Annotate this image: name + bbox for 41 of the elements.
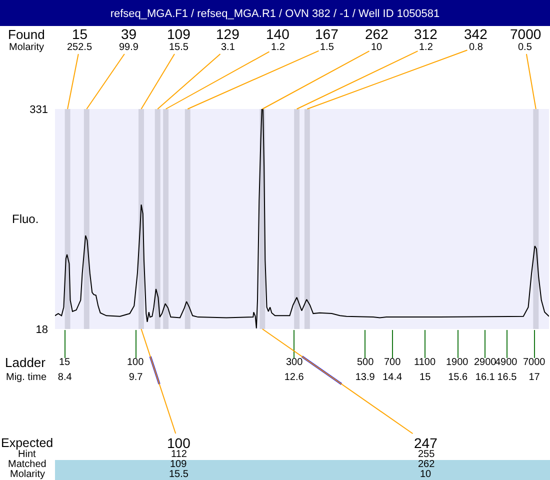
y-tick-label: 331: [30, 104, 48, 116]
annotation: 312 1.2: [414, 26, 438, 53]
text: 7000: [523, 357, 546, 368]
y-axis-title: Fluo.: [12, 212, 39, 226]
x-tick-label: 15: [420, 372, 432, 383]
annotation: 100 112 109 15.5: [167, 435, 191, 480]
annotation: 167 1.5: [315, 26, 339, 53]
annotation: 15 252.5: [67, 26, 92, 53]
text: 700: [384, 357, 402, 368]
y-tick-label: 18: [36, 324, 48, 336]
x-tick-label: 16.5: [497, 372, 518, 383]
annotation: 39 99.9: [119, 26, 139, 53]
text: Found Molarity: [8, 27, 45, 53]
text: 1900: [446, 357, 469, 368]
line-series: [55, 109, 549, 329]
text: 1100: [414, 357, 436, 368]
text: Expected Hint Matched Molarity: [1, 436, 54, 480]
x-tick-label: 12.6: [284, 372, 304, 383]
x-tick-label: 8.4: [58, 372, 72, 383]
annotation: 129 3.1: [216, 26, 240, 53]
x-tick-label: 16.1: [475, 372, 496, 383]
annotation: 247 255 262 10: [414, 435, 438, 480]
annotation: 140 1.2: [266, 26, 290, 53]
text: 300: [286, 357, 304, 368]
text: 4900: [495, 357, 518, 368]
x-axis-title: Mig. time: [6, 372, 47, 383]
x-tick-label: 15.6: [448, 372, 468, 383]
x-tick-label: 17: [528, 372, 540, 383]
annotation: 262 10: [365, 26, 389, 53]
x-tick-label: 13.9: [355, 372, 376, 383]
chart-title: refseq_MGA.F1 / refseq_MGA.R1 / OVN 382 / -1 / Well ID 1050581: [110, 8, 440, 20]
annotation: 109 15.5: [167, 26, 191, 53]
text: Ladder: [5, 355, 46, 370]
text: 500: [357, 357, 374, 368]
annotation: 342 0.8: [464, 26, 488, 53]
text: 2900: [474, 357, 497, 368]
x-tick-label: 14.4: [382, 372, 403, 383]
text: 100: [127, 357, 144, 368]
annotation: 7000 0.5: [510, 26, 542, 53]
text: 15: [59, 357, 71, 368]
x-tick-label: 9.7: [128, 372, 144, 383]
